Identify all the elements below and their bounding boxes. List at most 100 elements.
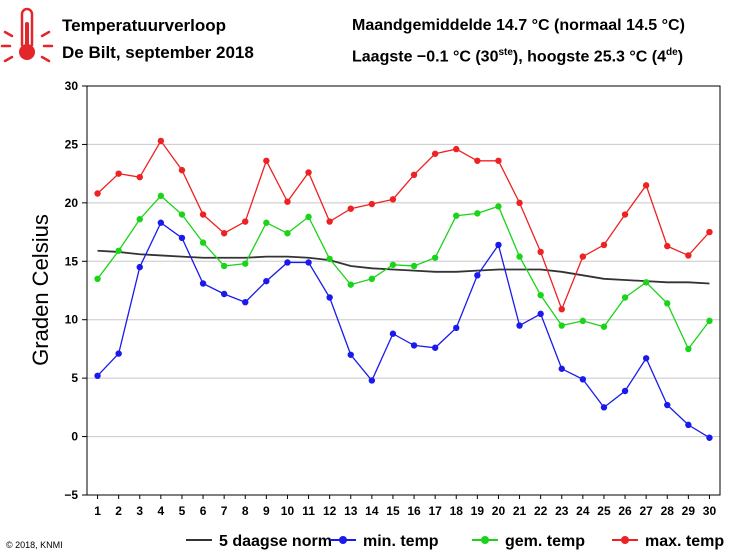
data-point <box>368 377 376 384</box>
x-tick-label: 30 <box>703 504 717 518</box>
data-point <box>431 150 439 157</box>
x-tick-label: 9 <box>263 504 270 518</box>
legend-label: gem. temp <box>505 533 585 550</box>
x-tick-label: 10 <box>281 504 295 518</box>
data-point <box>664 401 671 409</box>
data-point <box>600 404 608 411</box>
data-point <box>326 218 333 225</box>
x-tick-label: 28 <box>661 504 675 518</box>
data-point <box>178 211 186 218</box>
grid-lines <box>87 85 720 496</box>
data-point <box>495 157 502 164</box>
data-point <box>284 198 291 205</box>
data-point <box>220 290 228 298</box>
chart-title-block: Temperatuurverloop De Bilt, september 20… <box>62 12 254 66</box>
data-point <box>94 190 101 197</box>
x-tick-label: 27 <box>639 504 653 518</box>
x-tick-label: 4 <box>158 504 165 518</box>
data-point <box>558 305 565 313</box>
extremes-part-a: Laagste −0.1 °C (30 <box>352 48 499 66</box>
monthly-average-text: Maandgemiddelde 14.7 °C (normaal 14.5 °C… <box>352 17 685 34</box>
data-point <box>495 203 502 210</box>
data-point <box>389 261 397 268</box>
x-tick-label: 8 <box>242 504 249 518</box>
x-tick-label: 29 <box>682 504 696 518</box>
data-point <box>537 291 544 299</box>
data-point <box>115 170 122 177</box>
data-point <box>347 281 354 288</box>
data-point <box>178 166 186 174</box>
data-point <box>453 324 460 332</box>
y-tick-label: 25 <box>65 137 79 151</box>
data-point <box>621 294 629 301</box>
data-point <box>389 196 397 203</box>
data-point <box>642 355 650 362</box>
x-tick-label: 7 <box>221 504 228 518</box>
data-point <box>305 169 312 176</box>
data-point <box>305 213 312 221</box>
data-point <box>368 275 376 283</box>
data-point <box>685 252 692 259</box>
x-tick-label: 12 <box>323 504 337 518</box>
data-point <box>347 351 354 358</box>
legend-label: max. temp <box>645 533 724 550</box>
x-tick-label: 5 <box>179 504 186 518</box>
data-point <box>242 218 249 225</box>
data-point <box>242 298 249 306</box>
legend-label: min. temp <box>363 533 439 550</box>
data-point <box>263 277 270 285</box>
y-tick-label: −5 <box>64 488 78 502</box>
summary-block: Maandgemiddelde 14.7 °C (normaal 14.5 °C… <box>352 12 685 70</box>
data-point <box>115 247 122 254</box>
x-tick-label: 18 <box>450 504 464 518</box>
series-line <box>97 249 710 285</box>
data-point <box>431 344 439 351</box>
data-point <box>537 248 544 256</box>
data-point <box>558 322 565 329</box>
data-point <box>199 211 207 218</box>
data-point <box>136 173 143 181</box>
data-point <box>579 376 587 383</box>
data-point <box>157 137 165 145</box>
data-point <box>115 350 122 357</box>
extremes-text: Laagste −0.1 °C (30ste), hoogste 25.3 °C… <box>352 39 685 70</box>
data-point <box>664 242 671 250</box>
data-point <box>263 219 270 226</box>
copyright-text: © 2018, KNMI <box>6 540 63 550</box>
x-tick-label: 19 <box>471 504 485 518</box>
x-tick-label: 16 <box>407 504 421 518</box>
x-tick-label: 24 <box>576 504 590 518</box>
data-point <box>621 211 629 218</box>
data-point <box>516 253 523 260</box>
x-tick-label: 21 <box>513 504 527 518</box>
data-point <box>136 263 143 271</box>
x-tick-label: 3 <box>136 504 143 518</box>
data-point <box>178 234 186 242</box>
data-point <box>706 228 713 236</box>
data-point <box>368 200 376 208</box>
data-point <box>558 365 565 372</box>
extremes-part-c: ) <box>677 48 684 66</box>
y-axis-label: Graden Celsius <box>28 214 53 366</box>
data-point <box>326 255 333 263</box>
y-tick-label: 10 <box>65 313 79 327</box>
data-point <box>347 205 354 212</box>
data-point <box>263 157 270 164</box>
data-point <box>94 372 101 380</box>
data-point <box>516 322 523 329</box>
data-point <box>642 182 650 189</box>
legend-label: 5 daagse norm <box>219 533 332 550</box>
x-tick-label: 20 <box>492 504 506 518</box>
y-tick-label: 0 <box>71 430 78 444</box>
legend-swatch-marker <box>621 536 629 544</box>
series-group <box>94 137 713 441</box>
data-point <box>157 219 165 226</box>
data-point <box>326 294 333 301</box>
legend-swatch-marker <box>339 536 347 544</box>
data-point <box>199 239 207 246</box>
x-tick-label: 25 <box>597 504 611 518</box>
series-line <box>97 194 710 351</box>
x-tick-label: 15 <box>386 504 400 518</box>
data-point <box>579 253 587 260</box>
